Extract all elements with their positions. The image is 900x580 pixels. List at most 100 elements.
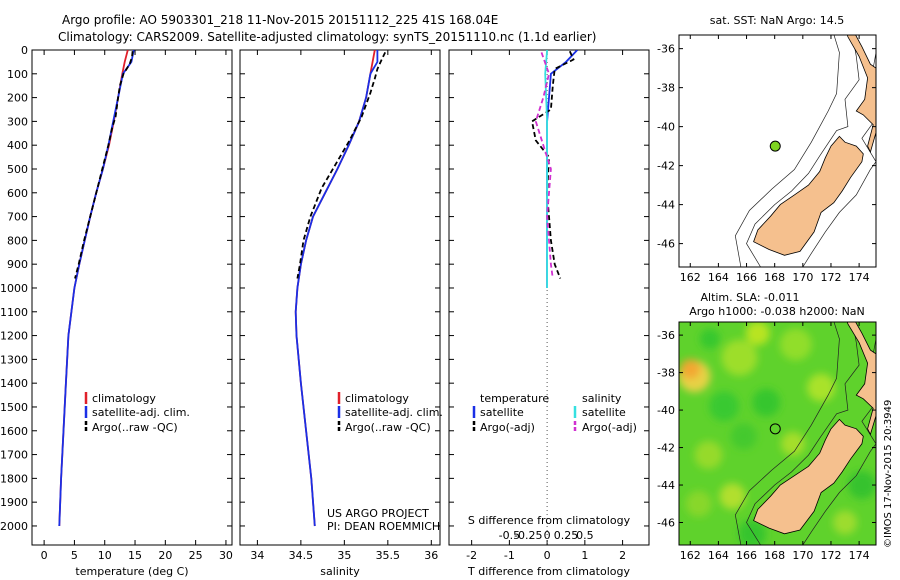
south-island-land (753, 135, 864, 256)
y-tick-label: 1700 (0, 449, 28, 462)
sst-map-frame (678, 34, 877, 268)
y-tick-label: 700 (7, 211, 28, 224)
lon-tick-label: 172 (820, 271, 841, 284)
legend-argo-label: Argo(..raw -QC) (345, 421, 431, 434)
y-tick-label: 1100 (0, 306, 28, 319)
legend-s-satellite-label: satellite (582, 406, 626, 419)
top-tick-label: -0.5 (499, 529, 520, 542)
x-tick-label: 0 (41, 549, 48, 562)
lon-tick-label: 168 (764, 549, 785, 562)
sla-anomaly-cell (847, 471, 876, 500)
legend-satellite-label: satellite-adj. clim. (345, 406, 443, 419)
x-tick-label: 30 (219, 549, 233, 562)
temperature-ticks: 0 5 10 15 20 25 300100200300400500600700800900… (0, 44, 233, 562)
legend-argo-label: Argo(..raw -QC) (92, 421, 178, 434)
salinity-lines (294, 50, 387, 527)
north-island-land (846, 35, 876, 154)
top-tick-label: -0.25 (514, 529, 542, 542)
series-line (534, 52, 554, 279)
x-tick-label: 5 (71, 549, 78, 562)
bathymetry-contour (746, 322, 860, 545)
sla-anomaly-cell (680, 358, 701, 379)
x-tick-label: -2 (466, 549, 477, 562)
sst-map-geography (734, 35, 876, 267)
salinity-legend: climatology satellite-adj. clim. Argo(..… (337, 392, 443, 434)
sla-anomaly-cell (685, 490, 712, 517)
sla-map-title-line1: Altim. SLA: -0.011 (700, 291, 799, 304)
project-annotation-line2: PI: DEAN ROEMMICH (327, 520, 440, 533)
project-annotation-line1: US ARGO PROJECT (327, 507, 429, 520)
lon-tick-label: 162 (680, 549, 701, 562)
lat-tick-label: -44 (657, 479, 675, 492)
series-line (530, 50, 575, 279)
lon-tick-label: 170 (792, 271, 813, 284)
y-tick-label: 900 (7, 258, 28, 271)
y-tick-label: 1300 (0, 353, 28, 366)
temperature-lines (58, 50, 135, 527)
y-tick-label: 0 (21, 44, 28, 57)
legend-satellite-label: satellite-adj. clim. (92, 406, 190, 419)
series-line (58, 50, 135, 527)
sla-anomaly-cell (833, 510, 858, 535)
lat-tick-label: -46 (657, 238, 675, 251)
top-tick-label: 0.5 (576, 529, 594, 542)
sla-map-content (679, 322, 876, 545)
lon-tick-label: 170 (792, 549, 813, 562)
difference-legend: temperature salinity satellite Argo(-adj… (472, 392, 637, 434)
y-tick-label: 200 (7, 92, 28, 105)
y-tick-label: 1000 (0, 282, 28, 295)
y-tick-label: 800 (7, 234, 28, 247)
legend-s-argo-label: Argo(-adj) (582, 421, 637, 434)
sla-anomaly-cell (752, 388, 781, 417)
difference-ticks: -2 -1 0 1 2 -0.5-0.25 0 0.250.5 (449, 49, 649, 562)
series-line (294, 50, 379, 527)
argo-float-marker (769, 140, 781, 152)
lat-tick-label: -46 (657, 517, 675, 530)
figure-title-line2: Climatology: CARS2009. Satellite-adjuste… (58, 30, 596, 44)
difference-xlabel-top: S difference from climatology (468, 514, 631, 527)
legend-climatology-label: climatology (345, 392, 409, 405)
lat-tick-label: -42 (657, 442, 675, 455)
x-tick-label: -1 (504, 549, 515, 562)
sst-map: sat. SST: NaN Argo: 14.5 162 164 166 168 170… (657, 14, 877, 284)
bathymetry-contour (746, 35, 860, 267)
bathymetry-contour (734, 35, 840, 267)
argo-float-marker (769, 423, 781, 435)
sla-anomaly-cell (719, 483, 746, 510)
top-tick-label: 0 (544, 529, 551, 542)
difference-lines (530, 50, 578, 288)
lon-tick-label: 166 (736, 549, 757, 562)
lat-tick-label: -36 (657, 329, 675, 342)
sla-heatmap (679, 322, 876, 545)
temperature-axes-box (31, 49, 233, 546)
lon-tick-label: 166 (736, 271, 757, 284)
south-island-land (753, 418, 864, 535)
sst-map-content (734, 35, 876, 267)
imos-stamp: ©IMOS 17-Nov-2015 20:3949 (883, 400, 894, 548)
salinity-axes-box (239, 49, 441, 546)
lat-tick-label: -36 (657, 43, 675, 56)
series-line (74, 51, 134, 279)
temperature-legend: climatology satellite-adj. clim. Argo(..… (84, 392, 190, 434)
y-tick-label: 100 (7, 68, 28, 81)
x-tick-label: 0 (544, 549, 551, 562)
x-tick-label: 36 (424, 549, 438, 562)
lon-tick-label: 174 (849, 271, 870, 284)
sla-anomaly-cell (730, 423, 757, 450)
sla-anomaly-cell (779, 328, 812, 361)
salinity-ticks: 34 34.5 35 35.5 36 (240, 49, 440, 562)
y-tick-label: 1500 (0, 401, 28, 414)
sla-anomaly-cell (694, 441, 723, 470)
figure-title-line1: Argo profile: AO 5903301_218 11-Nov-2015… (62, 13, 498, 27)
lon-tick-label: 168 (764, 271, 785, 284)
north-island-land (846, 322, 876, 436)
temperature-panel: 0 5 10 15 20 25 300100200300400500600700800900… (0, 44, 233, 578)
sla-map-title-line2: Argo h1000: -0.038 h2000: NaN (689, 305, 865, 318)
y-tick-label: 2000 (0, 520, 28, 533)
lat-tick-label: -38 (657, 82, 675, 95)
x-tick-label: 35 (337, 549, 351, 562)
temperature-xlabel: temperature (deg C) (75, 565, 188, 578)
sst-map-title: sat. SST: NaN Argo: 14.5 (710, 14, 844, 27)
sla-anomaly-cell (721, 339, 758, 376)
